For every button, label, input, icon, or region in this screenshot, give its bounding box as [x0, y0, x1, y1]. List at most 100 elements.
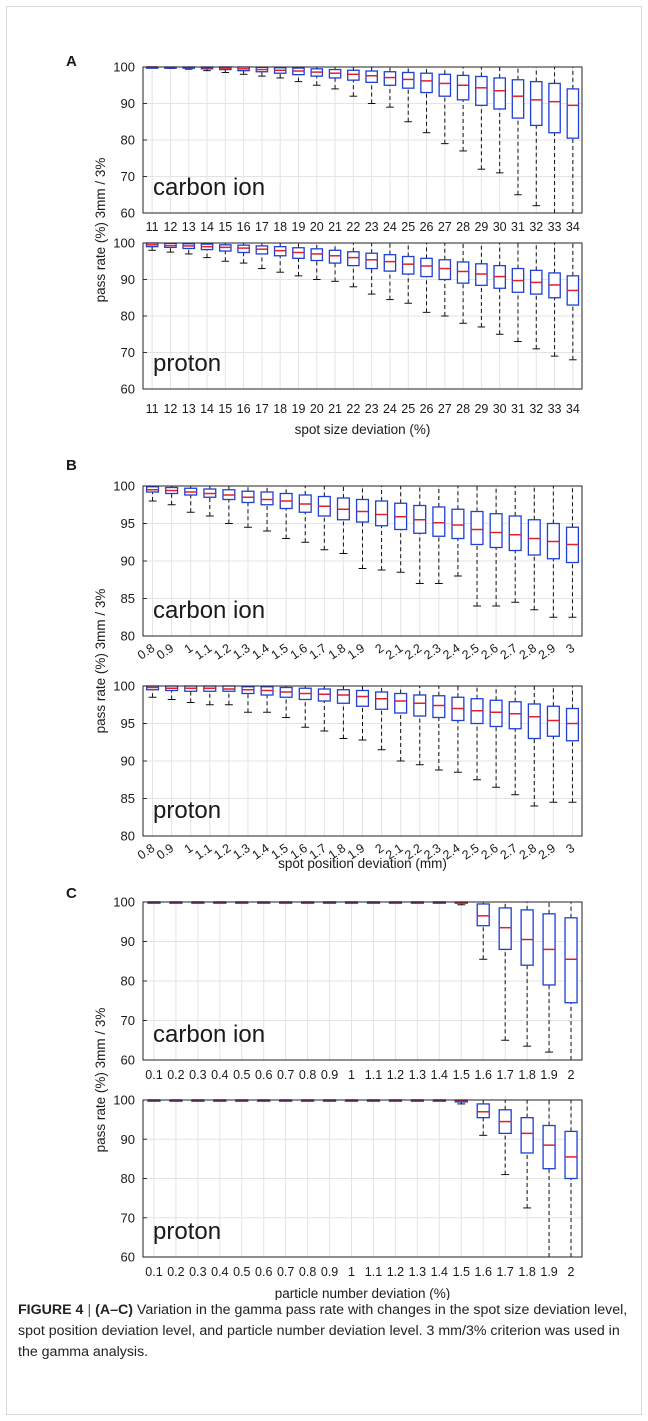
box-iqr [489, 513, 503, 549]
x-tick-label: 29 [474, 402, 488, 416]
y-tick-label: 100 [113, 60, 135, 75]
x-tick-label: 0.4 [211, 1068, 228, 1082]
x-tick-label: 1 [348, 1265, 355, 1279]
y-tick-label: 80 [121, 629, 135, 644]
box-iqr [432, 506, 446, 537]
x-tick-label: 1.7 [496, 1068, 513, 1082]
y-tick-label: 70 [121, 1210, 135, 1225]
x-tick-label: 12 [163, 220, 177, 234]
box-iqr [493, 77, 507, 110]
y-tick-label: 85 [121, 591, 135, 606]
y-tick-label: 90 [121, 754, 135, 769]
y-tick-label: 85 [121, 791, 135, 806]
x-tick-label: 19 [292, 220, 306, 234]
x-tick-label: 21 [328, 402, 342, 416]
x-tick-label: 0.6 [255, 1068, 272, 1082]
panel-letter: C [66, 885, 77, 902]
box-iqr [529, 80, 543, 127]
box-iqr [347, 251, 360, 267]
x-tick-label: 17 [255, 402, 269, 416]
x-tick-label: 0.5 [233, 1265, 250, 1279]
box-iqr [394, 692, 408, 714]
box-iqr [365, 252, 378, 270]
box-iqr [564, 917, 578, 1004]
x-tick-label: 1.7 [496, 1265, 513, 1279]
x-tick-label: 23 [365, 220, 379, 234]
x-tick-label: 34 [566, 402, 580, 416]
x-tick-label: 1 [348, 1068, 355, 1082]
figure-frame [6, 6, 642, 1415]
y-axis-label: pass rate (%) 3mm / 3% [93, 158, 108, 303]
x-tick-label: 1.1 [365, 1265, 382, 1279]
box-iqr [260, 491, 274, 506]
x-axis-label: spot position deviation (mm) [278, 856, 447, 871]
series-label: carbon ion [153, 597, 265, 624]
box-iqr [420, 257, 433, 278]
y-tick-label: 90 [121, 96, 135, 111]
x-tick-label: 26 [420, 402, 434, 416]
x-tick-label: 2 [568, 1265, 575, 1279]
x-tick-label: 24 [383, 220, 397, 234]
series-label: carbon ion [153, 174, 265, 201]
x-tick-label: 25 [401, 402, 415, 416]
caption-separator: | [87, 1302, 92, 1318]
box-iqr [527, 703, 541, 740]
box-iqr [420, 72, 433, 94]
x-tick-label: 14 [200, 402, 214, 416]
y-tick-label: 100 [113, 895, 135, 910]
box-iqr [401, 71, 415, 89]
x-tick-label: 1.3 [409, 1265, 426, 1279]
box-iqr [336, 689, 350, 704]
y-tick-label: 90 [121, 554, 135, 569]
plot-frame [142, 901, 583, 1061]
x-tick-label: 22 [346, 402, 360, 416]
caption-label: FIGURE 4 [18, 1302, 84, 1318]
box-iqr [548, 82, 561, 134]
y-tick-label: 100 [113, 236, 135, 251]
x-axis-label: spot size deviation (%) [295, 422, 431, 437]
box-iqr [383, 71, 397, 86]
x-tick-label: 12 [163, 402, 177, 416]
box-iqr [401, 255, 415, 275]
x-tick-label: 1.6 [475, 1068, 492, 1082]
x-tick-label: 0.2 [167, 1068, 184, 1082]
box-iqr [328, 249, 342, 264]
x-tick-label: 26 [420, 220, 434, 234]
x-tick-label: 24 [383, 402, 397, 416]
x-tick-label: 30 [493, 402, 507, 416]
y-tick-label: 90 [121, 272, 135, 287]
box-iqr [451, 508, 465, 540]
x-tick-label: 1.5 [453, 1068, 470, 1082]
box-iqr [438, 73, 452, 97]
y-tick-label: 70 [121, 1013, 135, 1028]
x-tick-label: 21 [328, 220, 342, 234]
x-tick-label: 1.2 [387, 1265, 404, 1279]
plot-frame [142, 66, 583, 214]
y-tick-label: 95 [121, 516, 135, 531]
y-tick-label: 80 [121, 829, 135, 844]
x-tick-label: 20 [310, 220, 324, 234]
y-tick-label: 60 [121, 382, 135, 397]
x-tick-label: 0.5 [233, 1068, 250, 1082]
x-tick-label: 0.2 [167, 1265, 184, 1279]
x-tick-label: 29 [474, 220, 488, 234]
x-tick-label: 17 [255, 220, 269, 234]
box-iqr [375, 691, 389, 710]
y-tick-label: 90 [121, 934, 135, 949]
x-tick-label: 15 [218, 402, 232, 416]
box-iqr [476, 1103, 490, 1119]
plot-frame [142, 242, 583, 390]
plot-frame [142, 1099, 583, 1258]
box-iqr [475, 75, 488, 106]
x-tick-label: 11 [146, 220, 159, 234]
x-tick-label: 18 [273, 220, 287, 234]
y-tick-label: 60 [121, 1250, 135, 1265]
box-iqr [527, 519, 541, 556]
box-iqr [432, 695, 446, 719]
plot-frame [142, 685, 583, 837]
y-tick-label: 70 [121, 345, 135, 360]
box-iqr [508, 701, 522, 730]
x-tick-label: 0.1 [145, 1265, 162, 1279]
y-tick-label: 100 [113, 679, 135, 694]
y-tick-label: 100 [113, 479, 135, 494]
